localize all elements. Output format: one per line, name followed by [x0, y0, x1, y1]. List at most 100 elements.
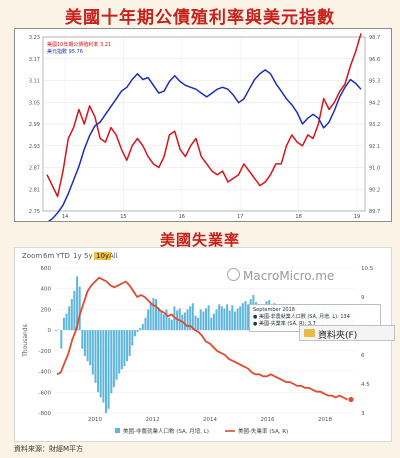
payroll-bar	[131, 330, 134, 346]
payroll-bar	[60, 330, 63, 349]
payroll-bar	[139, 328, 142, 331]
left-axis-label: Thousands	[22, 324, 29, 357]
toolbar-5y-button[interactable]: 5y	[84, 252, 93, 260]
left-tick-label: 2.81	[29, 187, 40, 193]
payroll-bar	[223, 308, 226, 331]
payroll-bar	[55, 330, 57, 332]
payroll-bar	[62, 317, 65, 331]
payroll-bar	[76, 276, 79, 331]
right-tick-label: 9	[361, 295, 365, 301]
x-tick-label: 18	[295, 214, 301, 220]
payroll-bar	[202, 311, 205, 331]
right-tick-label: 90.2	[369, 187, 380, 193]
payroll-bar	[157, 307, 160, 331]
payroll-bar	[212, 313, 215, 331]
right-tick-label: 98.7	[369, 35, 380, 41]
payroll-bar	[102, 330, 105, 403]
toolbar-6m-button[interactable]: 6m	[43, 252, 55, 260]
payroll-bar	[105, 330, 107, 413]
payroll-bar	[83, 330, 86, 356]
x-tick-label: 17	[237, 214, 243, 220]
payroll-bar	[183, 312, 186, 331]
left-tick-label: 2.87	[29, 166, 40, 172]
right-tick-label: 6	[361, 353, 365, 359]
bond-dollar-chart-panel: 3.23 3.17 3.11 3.05 2.99 2.93 2.87 2.81 2.75 98.7…	[14, 28, 392, 222]
watermark-text: MacroMicro.me	[243, 269, 335, 283]
source-note: 資料來源：財經M平方	[14, 445, 84, 453]
x-tick-label: 2012	[146, 417, 160, 423]
payroll-bar	[178, 308, 181, 331]
payroll-bar	[126, 330, 129, 362]
payroll-bar	[189, 306, 192, 331]
left-tick-label: 600	[41, 266, 52, 272]
payroll-bar	[152, 298, 155, 331]
toolbar-10y-button[interactable]: 10y	[94, 252, 112, 260]
x-tick-label: 16	[179, 214, 185, 220]
right-tick-label: 95.3	[369, 79, 380, 85]
chart-title-bond-dollar: 美國十年期公債殖利率與美元指數	[65, 8, 335, 28]
payroll-bar	[68, 306, 71, 331]
payroll-bar	[210, 317, 213, 331]
payroll-bar	[123, 330, 126, 367]
tooltip-line-payroll: ● 美國-非農就業人口數 (SA, 月增, L): 134	[253, 314, 350, 320]
macromicro-logo-icon	[227, 268, 240, 281]
payroll-bar	[73, 290, 76, 331]
payroll-bar	[144, 317, 147, 331]
left-tick-label: -400	[39, 370, 52, 376]
payroll-bar	[197, 317, 200, 331]
bond-yield-line	[46, 33, 362, 198]
payroll-bar	[241, 303, 244, 331]
left-tick-label: 200	[41, 307, 52, 313]
payroll-bar	[236, 308, 239, 331]
payroll-bar	[191, 303, 194, 331]
left-tick-label: 3.17	[29, 57, 40, 63]
payroll-bar	[155, 299, 157, 331]
legend-unemployment: 美國-失業率 (SA, R)	[238, 427, 288, 435]
payroll-bar	[149, 303, 152, 331]
legend-dollar-index: 美元指數 95.76	[47, 48, 83, 55]
left-tick-label: 3.23	[29, 35, 40, 41]
payroll-bar	[86, 330, 89, 362]
payroll-bar	[247, 304, 250, 331]
payroll-bar	[128, 330, 131, 356]
x-tick-label: 2018	[318, 417, 332, 423]
right-tick-label: 10.5	[361, 266, 374, 272]
payroll-bar	[205, 308, 207, 331]
folder-popup[interactable]: 資料夾(F)	[299, 325, 395, 341]
folder-icon	[304, 329, 315, 337]
right-tick-label: 92.1	[369, 144, 380, 150]
left-tick-label: 3.05	[29, 100, 40, 106]
payroll-bar	[91, 330, 94, 375]
payroll-bar	[199, 309, 202, 331]
payroll-bar	[147, 309, 150, 331]
right-tick-label: 4.5	[361, 382, 370, 388]
x-tick-label: 2016	[261, 417, 275, 423]
left-tick-label: -200	[39, 349, 52, 355]
toolbar-ytd-button[interactable]: YTD	[56, 252, 70, 260]
x-tick-label: 19	[354, 214, 360, 220]
payroll-bar	[215, 309, 218, 331]
payroll-bar	[162, 314, 165, 331]
payroll-bar	[78, 286, 81, 331]
right-tick-label: 91.0	[369, 166, 380, 172]
bond-dollar-chart: 3.23 3.17 3.11 3.05 2.99 2.93 2.87 2.81 2.75 98.7…	[29, 33, 380, 221]
payroll-bar	[81, 330, 84, 349]
left-tick-label: 400	[41, 287, 52, 293]
payroll-bar	[220, 306, 223, 331]
payroll-bar	[176, 310, 179, 331]
toolbar-1y-button[interactable]: 1y	[73, 252, 82, 260]
payroll-bar	[118, 330, 121, 374]
folder-popup-label: 資料夾(F)	[318, 331, 358, 341]
right-tick-label: 93.2	[369, 122, 380, 128]
toolbar-all-button[interactable]: All	[109, 252, 118, 260]
unemployment-chart: 6004002000-200-400-600-80010.597.564.53T…	[22, 266, 374, 435]
payroll-bar	[107, 330, 110, 409]
x-tick-label: 15	[120, 214, 126, 220]
chart-tooltip: September 2018 ● 美國-非農就業人口數 (SA, 月增, L):…	[249, 304, 381, 332]
payroll-bar	[233, 311, 236, 331]
payroll-bar	[228, 310, 231, 331]
legend-bond-yield: 美國10年期公債殖利率 3.21	[47, 41, 111, 48]
payroll-bar	[226, 304, 229, 331]
payroll-bar	[231, 305, 234, 331]
payroll-bar	[65, 313, 68, 331]
